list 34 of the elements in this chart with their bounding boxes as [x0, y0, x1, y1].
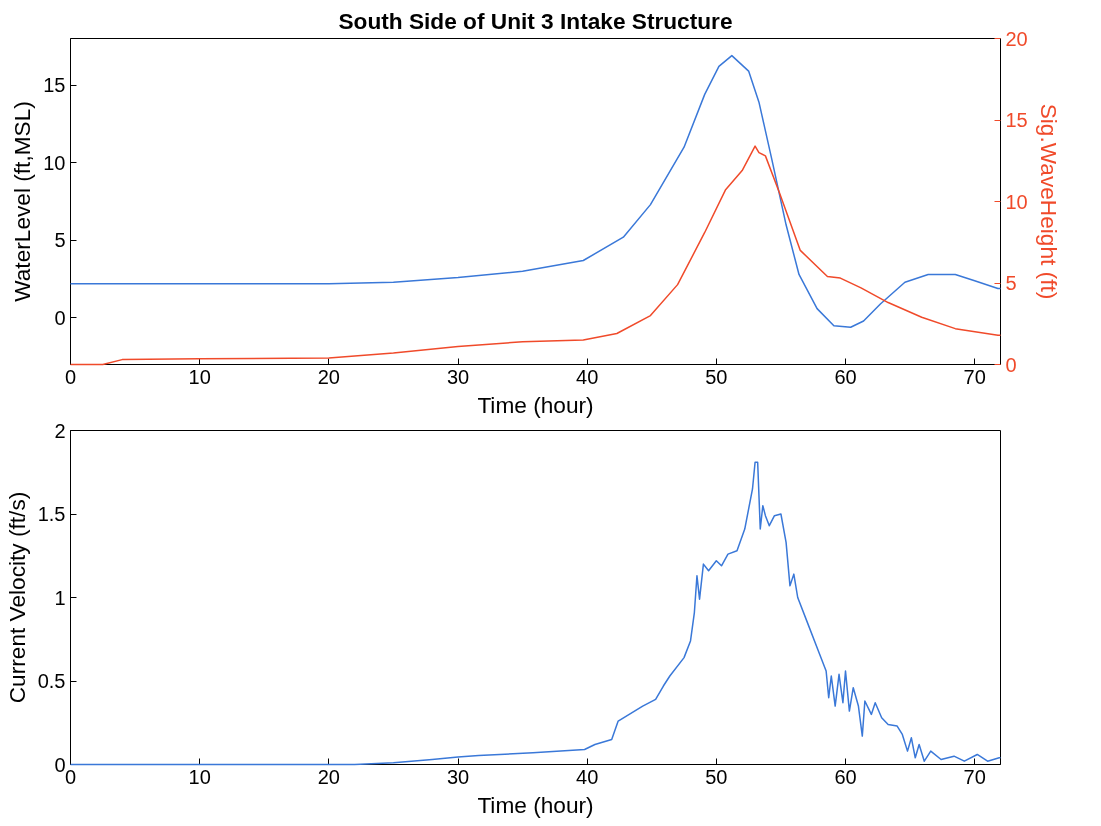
- y-axis-title: WaterLevel (ft,MSL): [9, 101, 36, 302]
- x-tick-label: 50: [705, 765, 728, 788]
- x-tick-label: 70: [963, 365, 986, 388]
- y-tick-label: 0.5: [37, 670, 66, 692]
- y-axis-title: Current Velocity (ft/s): [3, 491, 30, 704]
- x-tick-label: 40: [576, 365, 599, 388]
- line-series: [69, 145, 1002, 366]
- x-tick-label: 30: [446, 765, 470, 788]
- y-tick-label: 15: [43, 74, 66, 97]
- x-tick-label: 70: [963, 765, 986, 788]
- chart-title: South Side of Unit 3 Intake Structure: [338, 7, 733, 34]
- x-tick-label: 10: [188, 365, 211, 388]
- line-series: [69, 54, 1002, 328]
- y-tick-label: 10: [43, 151, 66, 174]
- x-tick-label: 40: [576, 765, 599, 788]
- y2-axis-title: Sig.WaveHeight (ft): [1035, 103, 1062, 300]
- y2-tick-label: 15: [1005, 109, 1028, 131]
- x-tick-label: 20: [317, 365, 340, 388]
- x-tick-label: 60: [834, 765, 857, 788]
- y-tick-label: 1.5: [37, 503, 66, 525]
- x-tick-label: 10: [188, 765, 211, 788]
- x-axis-title: Time (hour): [477, 791, 594, 818]
- y-tick-label: 1: [54, 586, 66, 609]
- y-tick-label: 2: [54, 419, 66, 442]
- x-tick-label: 60: [834, 365, 857, 388]
- y-tick-label: 5: [54, 229, 66, 252]
- y2-tick-label: 10: [1005, 190, 1028, 213]
- y-tick-label: 0: [54, 306, 66, 329]
- x-tick-label: 20: [317, 765, 340, 788]
- x-tick-label: 50: [705, 365, 728, 388]
- y2-tick-label: 20: [1005, 27, 1028, 50]
- x-axis-title: Time (hour): [477, 391, 594, 418]
- y2-tick-label: 5: [1005, 272, 1017, 294]
- x-tick-label: 30: [446, 365, 470, 388]
